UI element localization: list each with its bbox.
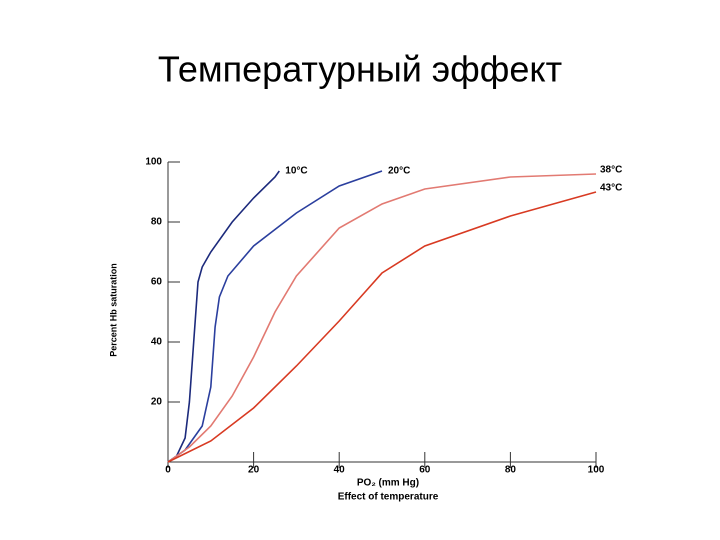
y-tick-label: 100 bbox=[145, 157, 162, 168]
curve bbox=[167, 191, 597, 463]
curve bbox=[167, 170, 280, 463]
x-tick-label: 0 bbox=[165, 465, 171, 476]
caption: Effect of temperature bbox=[338, 492, 439, 503]
x-tick-label: 80 bbox=[505, 465, 517, 476]
x-axis-label: PO₂ (mm Hg) bbox=[357, 478, 419, 489]
x-tick-label: 60 bbox=[419, 465, 431, 476]
curve bbox=[167, 173, 597, 463]
slide-title: Температурный эффект bbox=[158, 49, 562, 90]
curve bbox=[167, 170, 383, 463]
x-tick-label: 40 bbox=[334, 465, 346, 476]
y-tick-label: 80 bbox=[151, 217, 163, 228]
series-label: 20°C bbox=[388, 166, 410, 177]
y-tick-label: 60 bbox=[151, 277, 163, 288]
y-axis-label: Percent Hb saturation bbox=[108, 263, 118, 357]
x-tick-label: 20 bbox=[248, 465, 260, 476]
series-label: 43°C bbox=[600, 183, 622, 194]
x-tick-label: 100 bbox=[588, 465, 605, 476]
y-tick-label: 20 bbox=[151, 397, 163, 408]
y-tick-label: 40 bbox=[151, 337, 163, 348]
series-label: 10°C bbox=[285, 166, 307, 177]
series-label: 38°C bbox=[600, 165, 622, 176]
